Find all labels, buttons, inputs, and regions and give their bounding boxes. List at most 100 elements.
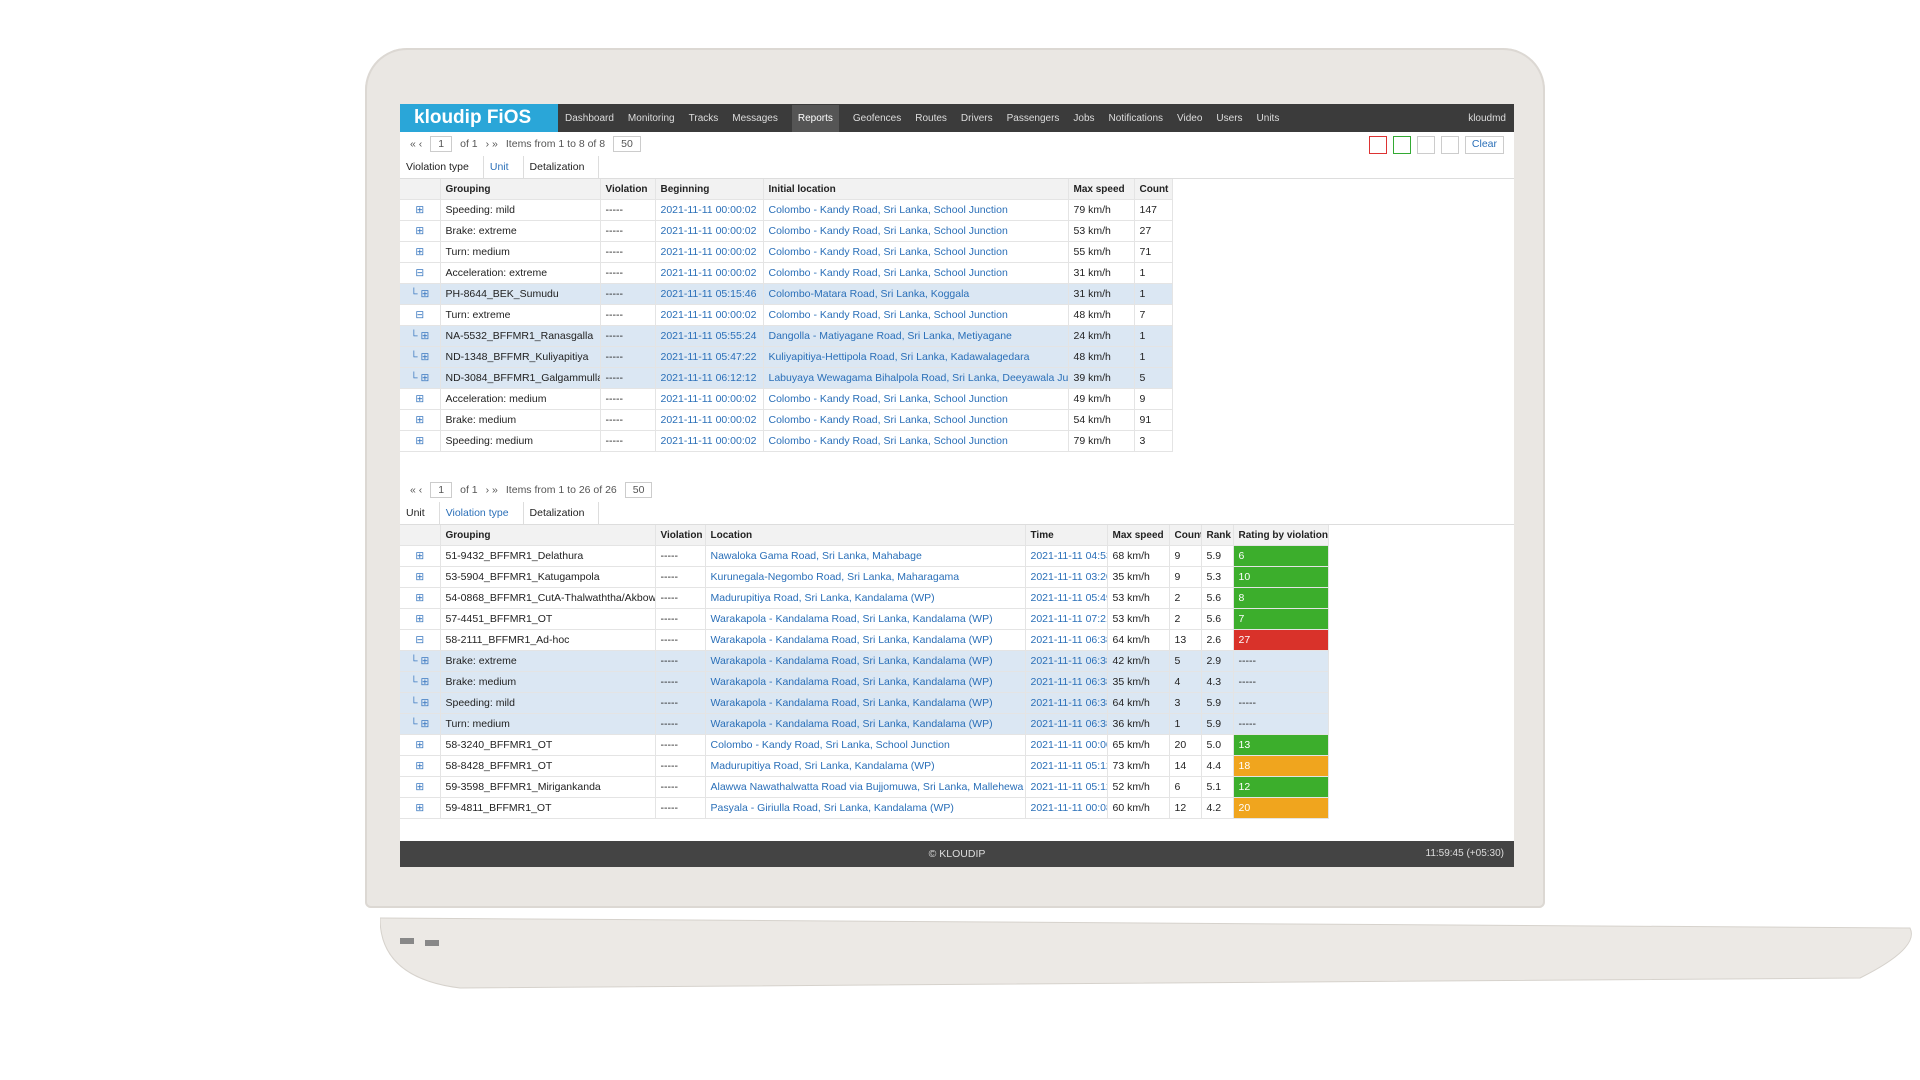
nav-item[interactable]: Messages	[732, 112, 778, 124]
column-header[interactable]: Max speed	[1107, 525, 1170, 546]
pdf-export[interactable]	[1368, 136, 1387, 154]
nav-item[interactable]: Dashboard	[565, 112, 614, 124]
user-menu[interactable]: kloudmd	[1468, 112, 1506, 124]
nav-item[interactable]: Notifications	[1108, 112, 1163, 124]
cell: -----	[600, 304, 656, 326]
page-input[interactable]: 1	[430, 136, 453, 152]
expand-toggle[interactable]: ⊞	[400, 566, 441, 588]
expand-toggle[interactable]: └ ⊞	[400, 671, 441, 693]
column-header[interactable]: Count	[1134, 179, 1173, 200]
nav-item[interactable]: Users	[1216, 112, 1243, 124]
nav-item[interactable]: Jobs	[1073, 112, 1095, 124]
expand-toggle[interactable]: ⊞	[400, 587, 441, 609]
table-row: ⊟ Turn: extreme ----- 2021-11-11 00:00:02 Co…	[400, 304, 1173, 326]
column-header[interactable]: Beginning	[655, 179, 764, 200]
cell: Acceleration: extreme	[440, 262, 601, 284]
table-row: ⊞ 58-3240_BFFMR1_OT ----- Colombo - Kandy R…	[400, 734, 1329, 756]
tab[interactable]: Unit	[400, 502, 440, 524]
column-header[interactable]: Initial location	[763, 179, 1069, 200]
tabs: Violation type Unit Detalization	[400, 156, 1514, 179]
tab[interactable]: Detalization	[524, 502, 600, 524]
cell: 5.6	[1201, 608, 1234, 630]
cell: 5	[1169, 650, 1202, 672]
print[interactable]	[1440, 136, 1459, 154]
column-header[interactable]: Location	[705, 525, 1026, 546]
expand-toggle[interactable]: ⊞	[400, 199, 441, 221]
column-header[interactable]: Count	[1169, 525, 1202, 546]
nav-item[interactable]: Passengers	[1006, 112, 1060, 124]
tab[interactable]: Violation type	[440, 502, 524, 524]
nav-item[interactable]: Tracks	[688, 112, 719, 124]
cell: 13	[1233, 734, 1329, 756]
nav-item[interactable]: Geofences	[852, 112, 902, 124]
nav-item[interactable]: Drivers	[960, 112, 993, 124]
column-header[interactable]: Max speed	[1068, 179, 1135, 200]
cell: 1	[1134, 283, 1173, 305]
column-header[interactable]: Violation	[600, 179, 656, 200]
nav-item[interactable]: Units	[1256, 112, 1280, 124]
per-page[interactable]: 50	[624, 482, 653, 498]
cell: -----	[655, 755, 706, 777]
expand-toggle[interactable]: ⊞	[400, 430, 441, 452]
cell: Warakapola - Kandalama Road, Sri Lanka, …	[705, 608, 1026, 630]
expand-toggle[interactable]: └ ⊞	[400, 283, 441, 305]
expand-header	[400, 179, 441, 200]
excel-export[interactable]	[1392, 136, 1411, 154]
column-header[interactable]: Rank	[1201, 525, 1234, 546]
tab[interactable]: Unit	[484, 156, 524, 178]
per-page[interactable]: 50	[613, 136, 641, 152]
reports: « ‹ 1 of 1 › » Items from 1 to 8 of 8 50 Viola…	[400, 132, 1514, 819]
tab[interactable]: Detalization	[524, 156, 600, 178]
cell: 73 km/h	[1107, 755, 1170, 777]
page-input[interactable]: 1	[430, 482, 453, 498]
expand-toggle[interactable]: └ ⊞	[400, 713, 441, 735]
expand-toggle[interactable]: ⊞	[400, 409, 441, 431]
expand-toggle[interactable]: ⊞	[400, 797, 441, 819]
expand-toggle[interactable]: └ ⊞	[400, 367, 441, 389]
expand-toggle[interactable]: └ ⊞	[400, 325, 441, 347]
column-header[interactable]: Violation	[655, 525, 706, 546]
expand-toggle[interactable]: ⊞	[400, 545, 441, 567]
expand-toggle[interactable]: ⊟	[400, 304, 441, 326]
cell: 2021-11-11 00:00:02	[655, 220, 764, 242]
cell: 64 km/h	[1107, 629, 1170, 651]
column-header[interactable]: Grouping	[440, 525, 656, 546]
expand-toggle[interactable]: ⊟	[400, 262, 441, 284]
cell: 2021-11-11 00:00:02	[655, 199, 764, 221]
column-header[interactable]: Time	[1025, 525, 1108, 546]
pager-nav: « ‹	[410, 138, 423, 150]
cell: Warakapola - Kandalama Road, Sri Lanka, …	[705, 629, 1026, 651]
cell: 5	[1134, 367, 1173, 389]
cell: Colombo - Kandy Road, Sri Lanka, School …	[763, 388, 1069, 410]
table-row: ⊞ 54-0868_BFFMR1_CutA-Thalwaththa/Akbowa -…	[400, 587, 1329, 609]
column-header[interactable]: Rating by violations	[1233, 525, 1329, 546]
expand-toggle[interactable]: └ ⊞	[400, 650, 441, 672]
expand-toggle[interactable]: ⊞	[400, 734, 441, 756]
cell: Brake: extreme	[440, 220, 601, 242]
expand-toggle[interactable]: └ ⊞	[400, 692, 441, 714]
cell: 31 km/h	[1068, 262, 1135, 284]
expand-toggle[interactable]: ⊞	[400, 776, 441, 798]
expand-toggle[interactable]: └ ⊞	[400, 346, 441, 368]
nav-item[interactable]: Monitoring	[627, 112, 675, 124]
expand-toggle[interactable]: ⊞	[400, 388, 441, 410]
nav-item[interactable]: Routes	[915, 112, 947, 124]
table-row: ⊞ 59-3598_BFFMR1_Mirigankanda ----- Alawwa …	[400, 776, 1329, 798]
table-row: └ ⊞ ND-3084_BFFMR1_Galgammulla ----- 2021-1…	[400, 367, 1173, 389]
page-count: of 1	[460, 138, 478, 150]
expand-toggle[interactable]: ⊞	[400, 608, 441, 630]
header-row: Grouping Violation Location Time Max speed Co…	[400, 525, 1329, 546]
brand[interactable]: kloudip FiOS	[400, 104, 558, 132]
cell: 2021-11-11 03:20:36	[1025, 566, 1108, 588]
expand-toggle[interactable]: ⊞	[400, 220, 441, 242]
expand-toggle[interactable]: ⊞	[400, 241, 441, 263]
export[interactable]	[1416, 136, 1435, 154]
cell: 18	[1233, 755, 1329, 777]
nav-item[interactable]: Video	[1177, 112, 1203, 124]
column-header[interactable]: Grouping	[440, 179, 601, 200]
tab[interactable]: Violation type	[400, 156, 484, 178]
expand-toggle[interactable]: ⊟	[400, 629, 441, 651]
nav-item[interactable]: Reports	[791, 104, 839, 132]
expand-toggle[interactable]: ⊞	[400, 755, 441, 777]
clear-button[interactable]: Clear	[1464, 136, 1504, 154]
